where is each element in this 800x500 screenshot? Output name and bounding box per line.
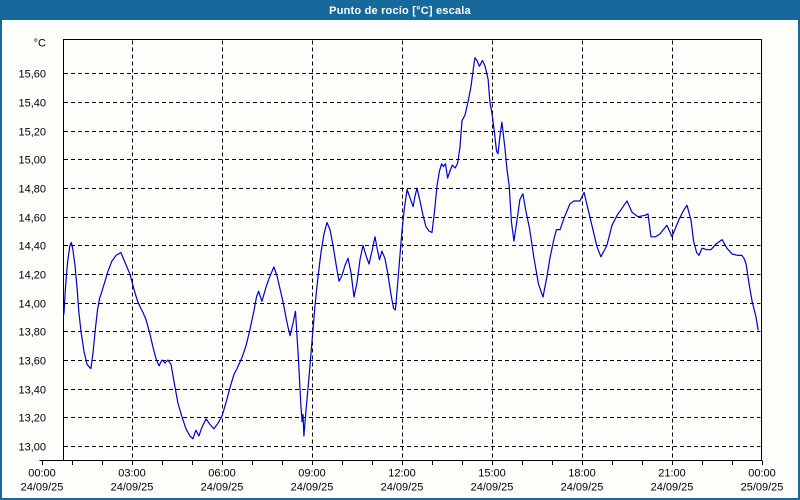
x-tick-date-label: 25/09/25 — [741, 482, 784, 494]
y-tick-label: 15,00 — [18, 155, 46, 167]
x-tick-date-label: 24/09/25 — [471, 482, 514, 494]
y-tick-label: 15,20 — [18, 127, 46, 139]
x-tick-time-label: 06:00 — [208, 468, 236, 480]
x-tick-time-label: 21:00 — [658, 468, 686, 480]
x-tick-time-label: 03:00 — [118, 468, 146, 480]
y-axis-unit-label: °C — [34, 38, 46, 50]
plot-border — [63, 39, 762, 461]
x-tick-date-label: 24/09/25 — [201, 482, 244, 494]
y-tick-label: 15,60 — [18, 69, 46, 81]
y-tick-label: 13,60 — [18, 356, 46, 368]
x-tick-date-label: 24/09/25 — [291, 482, 334, 494]
x-tick-time-label: 00:00 — [28, 468, 56, 480]
y-tick-label: 15,40 — [18, 98, 46, 110]
x-tick-time-label: 09:00 — [298, 468, 326, 480]
y-tick-label: 14,40 — [18, 241, 46, 253]
x-tick-time-label: 12:00 — [388, 468, 416, 480]
y-tick-label: 13,40 — [18, 385, 46, 397]
x-tick-time-label: 18:00 — [568, 468, 596, 480]
y-tick-label: 13,00 — [18, 442, 46, 454]
y-tick-label: 13,80 — [18, 327, 46, 339]
window-titlebar: Punto de rocío [°C] escala — [2, 2, 798, 20]
window-title: Punto de rocío [°C] escala — [329, 5, 471, 17]
y-tick-label: 14,80 — [18, 184, 46, 196]
y-tick-label: 14,20 — [18, 270, 46, 282]
x-tick-date-label: 24/09/25 — [381, 482, 424, 494]
x-tick-date-label: 24/09/25 — [21, 482, 64, 494]
series-line-dew-point — [63, 57, 759, 440]
x-tick-date-label: 24/09/25 — [561, 482, 604, 494]
x-tick-date-label: 24/09/25 — [111, 482, 154, 494]
x-tick-time-label: 00:00 — [748, 468, 776, 480]
y-tick-label: 13,20 — [18, 413, 46, 425]
x-tick-time-label: 15:00 — [478, 468, 506, 480]
y-tick-label: 14,60 — [18, 213, 46, 225]
y-tick-label: 14,00 — [18, 299, 46, 311]
x-tick-date-label: 24/09/25 — [651, 482, 694, 494]
